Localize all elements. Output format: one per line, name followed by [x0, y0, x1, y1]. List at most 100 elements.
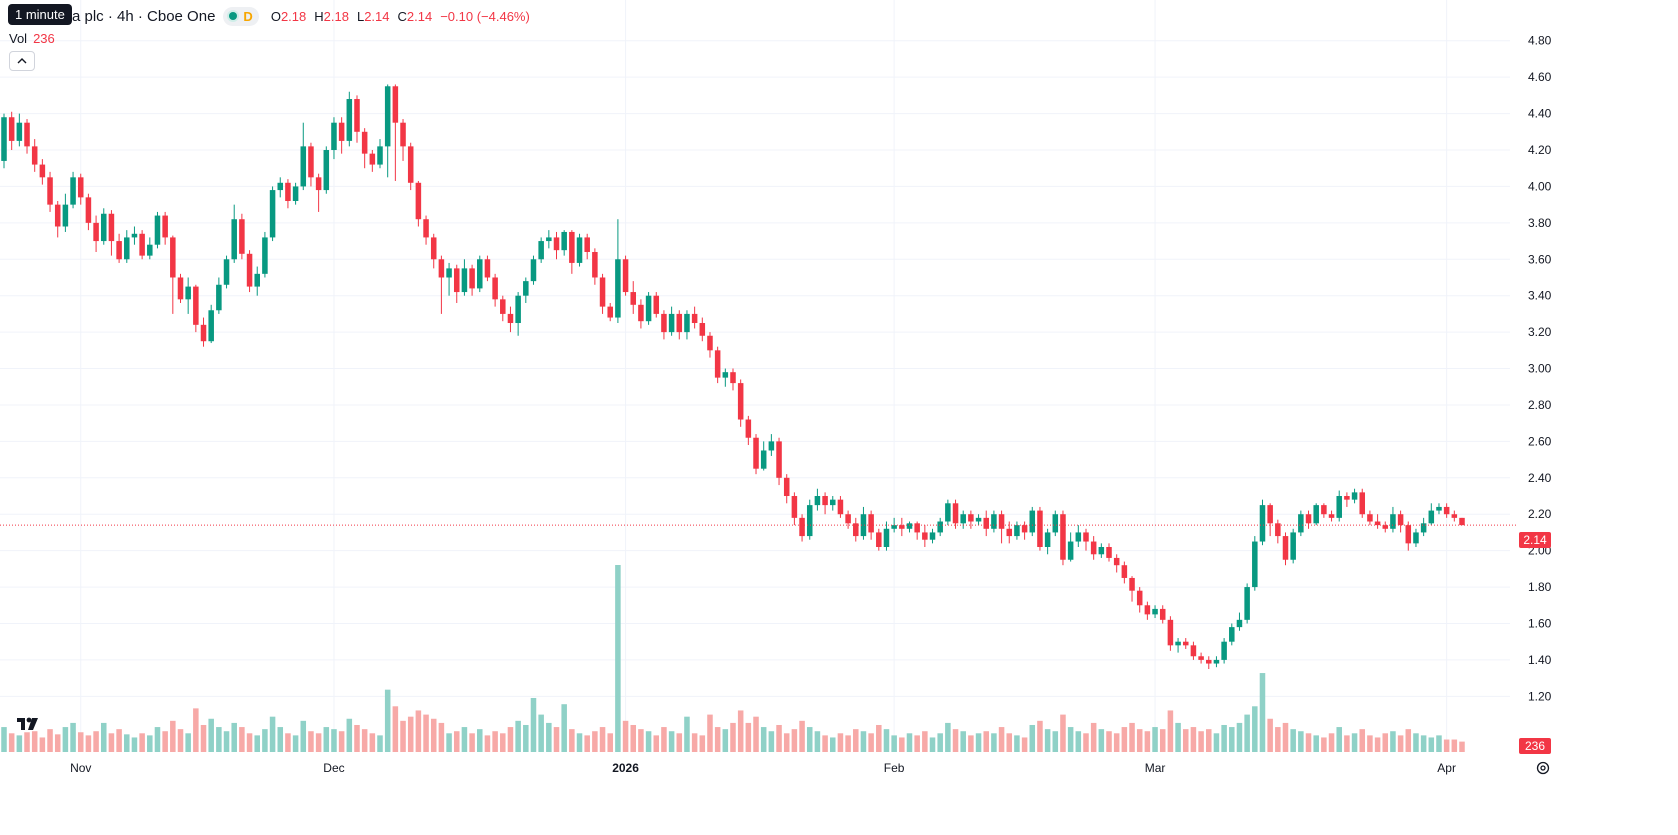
candle-body	[8, 117, 15, 141]
candle-body	[323, 150, 330, 191]
candle-body	[384, 86, 391, 147]
volume-bar	[1213, 733, 1220, 752]
candle-body	[31, 146, 38, 165]
candle-body	[85, 197, 92, 223]
candle-body	[1290, 532, 1296, 560]
candle-body	[70, 177, 76, 205]
volume-bar	[553, 727, 560, 752]
candle-body	[285, 182, 291, 201]
candle-body	[292, 186, 299, 201]
volume-bar	[315, 733, 322, 752]
volume-bar	[829, 737, 836, 752]
candle-body	[223, 259, 230, 285]
price-tick-label: 4.60	[1528, 70, 1552, 84]
volume-bar	[116, 729, 122, 752]
candle-body	[1190, 645, 1197, 657]
volume-bar	[561, 704, 567, 752]
volume-bar	[1021, 737, 1028, 752]
candle-body	[262, 237, 268, 274]
price-tick-label: 1.20	[1528, 689, 1552, 703]
candle-body	[1136, 590, 1143, 606]
volume-bar	[599, 727, 606, 752]
volume-bar	[1405, 729, 1412, 752]
candle-body	[1321, 505, 1327, 515]
session-status[interactable]: D	[223, 6, 259, 26]
volume-bar	[254, 735, 260, 752]
volume-bar	[1336, 727, 1342, 752]
volume-bar	[929, 737, 936, 752]
volume-bar	[569, 729, 575, 752]
candle-body	[876, 532, 882, 547]
volume-bar	[338, 731, 345, 752]
volume-bar	[354, 724, 360, 752]
volume-bar	[1443, 739, 1450, 752]
candle-body	[1052, 514, 1059, 533]
candle-body	[722, 372, 729, 378]
candle-body	[1328, 514, 1335, 518]
price-tick-label: 3.00	[1528, 362, 1552, 376]
candle-body	[1037, 510, 1043, 547]
volume-bar	[615, 565, 621, 752]
candle-body	[691, 313, 698, 324]
collapse-legend-button[interactable]	[9, 51, 35, 71]
candle-body	[530, 259, 537, 282]
volume-bar	[1275, 727, 1281, 752]
volume-bar	[1182, 729, 1189, 752]
volume-bar	[576, 733, 583, 752]
volume-bar	[998, 727, 1005, 752]
volume-bar	[668, 731, 675, 752]
candle-body	[1213, 659, 1220, 664]
volume-bar	[707, 714, 713, 752]
volume-bar	[1344, 735, 1350, 752]
candle-body	[607, 306, 613, 318]
candle-body	[860, 514, 867, 537]
price-tick-label: 4.40	[1528, 107, 1552, 121]
volume-bar	[714, 727, 721, 752]
candle-body	[254, 273, 260, 287]
volume-bar	[77, 732, 84, 752]
volume-bar	[1198, 731, 1204, 752]
candle-body	[584, 237, 590, 252]
price-axis: 4.80 4.60 4.40 4.20 4.00 3.80 3.60 3.40 3.20 3.00…	[1528, 34, 1552, 704]
open-value: O2.18	[270, 8, 307, 24]
candle-body	[1259, 505, 1266, 542]
volume-bar	[799, 720, 805, 752]
volume-bar	[492, 731, 498, 752]
price-tick-label: 2.60	[1528, 434, 1552, 448]
volume-bar	[737, 710, 744, 752]
symbol-title[interactable]: a plc · 4h · Cboe One	[72, 7, 216, 25]
volume-bar	[783, 733, 790, 752]
volume-bar	[16, 735, 23, 752]
volume-bar	[837, 733, 844, 752]
candle-body	[1443, 506, 1450, 515]
candle-body	[100, 213, 107, 242]
candle-body	[1167, 619, 1174, 646]
time-tick-label: Nov	[70, 761, 91, 775]
settings-icon[interactable]	[1535, 760, 1551, 776]
candle-body	[484, 259, 491, 278]
volume-bar	[883, 729, 890, 752]
candle-body	[937, 521, 943, 533]
candle-body	[922, 532, 928, 540]
candle-body	[814, 496, 821, 506]
candle-body	[1229, 627, 1235, 642]
candle-body	[1359, 492, 1366, 515]
candle-body	[116, 241, 122, 260]
volume-bar	[1083, 733, 1089, 752]
candle-body	[1159, 608, 1166, 620]
volume-bar	[1044, 729, 1051, 752]
volume-legend: Vol 236	[9, 31, 55, 46]
candle-body	[1029, 510, 1036, 533]
candle-body	[891, 525, 897, 529]
candle-body	[638, 304, 644, 322]
candle-body	[1382, 525, 1389, 529]
price-tick-label: 4.20	[1528, 143, 1552, 157]
volume-bar	[384, 689, 391, 752]
candle-body	[668, 313, 675, 333]
candle-body	[1459, 517, 1465, 526]
volume-bar	[991, 733, 997, 752]
candle-body	[392, 86, 399, 123]
tradingview-logo-icon[interactable]	[16, 714, 42, 734]
volume-bar	[630, 724, 637, 752]
